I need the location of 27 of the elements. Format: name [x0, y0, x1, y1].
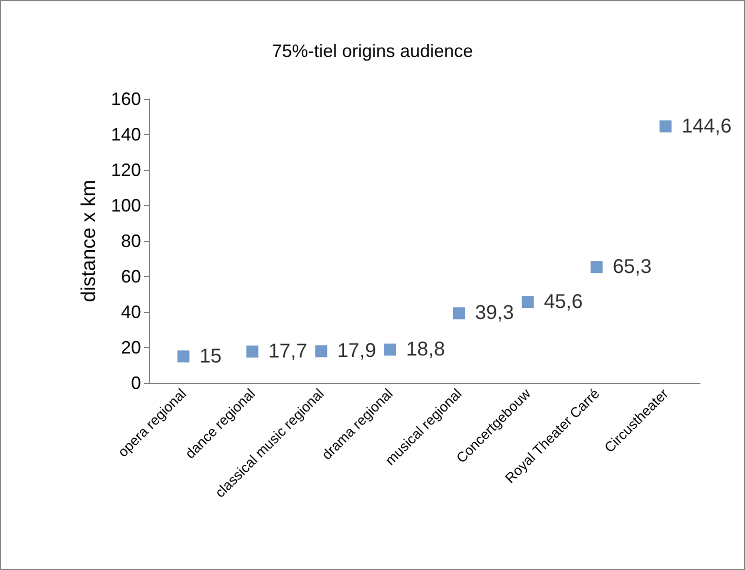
y-tick-label: 80: [120, 231, 141, 251]
point: [590, 261, 603, 274]
point: [315, 345, 328, 358]
y-tick-label: 120: [110, 160, 141, 180]
point: [177, 350, 190, 362]
y-tick-label: 160: [110, 89, 141, 109]
y-tick-label: 0: [130, 373, 141, 393]
data-label: 15: [199, 345, 222, 368]
point: [452, 307, 465, 320]
y-tick-label: 100: [110, 196, 141, 216]
y-tick-label: 20: [120, 338, 141, 358]
data-label: 17,9: [337, 340, 376, 362]
chart-title: 75%-tiel origins audience: [272, 41, 474, 61]
data-label: 144,6: [682, 115, 732, 138]
point: [522, 296, 534, 308]
y-tick-label: 140: [110, 124, 141, 144]
point: [660, 120, 672, 132]
point: [384, 344, 396, 356]
data-label: 17,7: [268, 340, 308, 363]
y-tick-label: 40: [120, 302, 141, 322]
data-label: 18,8: [406, 338, 445, 361]
y-tick-label: 60: [120, 266, 141, 286]
data-label: 39,3: [474, 302, 514, 324]
y-axis-title: distance x km: [78, 180, 100, 302]
data-label: 65,3: [612, 256, 652, 278]
point: [246, 346, 258, 358]
data-label: 45,6: [544, 291, 583, 314]
